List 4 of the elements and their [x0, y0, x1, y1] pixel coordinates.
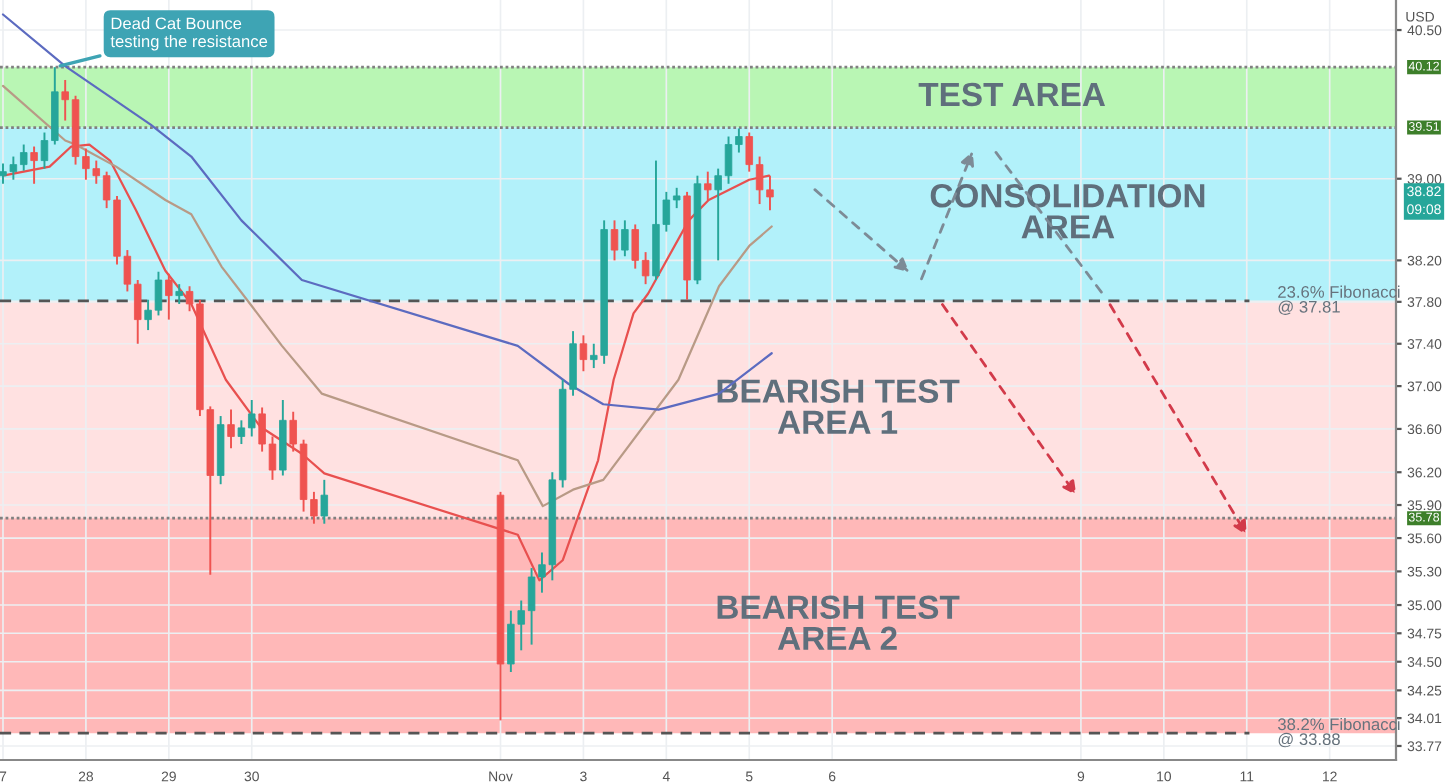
- annotation: Dead Cat Bounce testing the resistance: [110, 17, 268, 51]
- band-label: BEARISH TEST AREA 2: [717, 595, 960, 650]
- band-label: BEARISH TEST AREA 1: [717, 379, 960, 434]
- band-label: TEST AREA: [918, 82, 1106, 107]
